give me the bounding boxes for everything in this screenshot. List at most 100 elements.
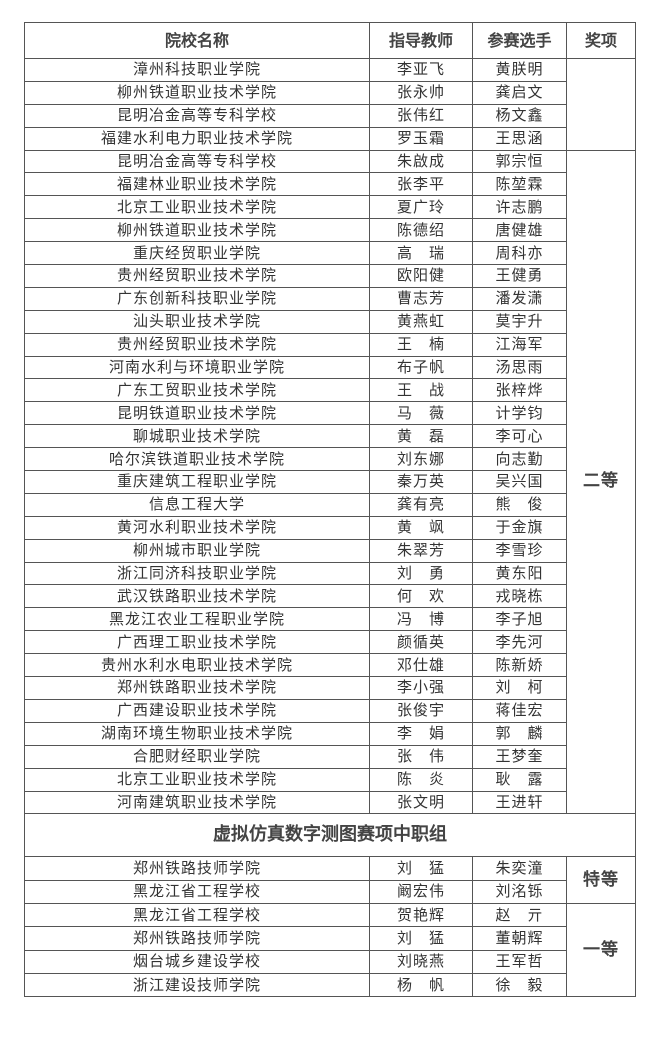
table-row: 广西理工职业技术学院 颜循英 李先河 [24,630,636,655]
table-row: 信息工程大学 龚有亮熊 俊 [24,492,636,517]
student-name: 计学钧 [472,401,567,426]
school-name: 贵州经贸职业技术学院 [24,332,370,357]
table-row: 福建水利电力职业技术学院 罗玉霜 王思涵 [24,126,636,151]
header-award: 奖项 [566,22,636,59]
table-row: 黄河水利职业技术学院黄 飒于金旗 [24,515,636,540]
student-name: 王健勇 [472,264,567,288]
school-name: 重庆建筑工程职业学院 [24,470,370,494]
teacher-name: 杨 帆 [369,972,473,998]
header-student: 参赛选手 [472,22,567,59]
student-name: 吴兴国 [472,470,567,494]
school-name: 昆明冶金高等专科学校 [24,149,370,174]
table-row: 昆明冶金高等专科学校 张伟红 杨文鑫 [24,103,636,128]
school-name: 北京工业职业技术学院 [24,195,370,220]
school-name: 汕头职业技术学院 [24,309,370,334]
teacher-name: 何 欢 [369,584,473,609]
table-row: 贵州经贸职业技术学院 欧阳健 王健勇 [24,264,636,288]
student-name: 蒋佳宏 [472,698,567,723]
table-row: 浙江建设技师学院杨 帆徐 毅 [24,972,636,998]
school-name: 黄河水利职业技术学院 [24,515,370,540]
student-name: 朱奕潼 [472,856,567,881]
teacher-name: 龚有亮 [369,492,473,517]
school-name: 广西理工职业技术学院 [24,630,370,655]
teacher-name: 陈 炎 [369,767,473,792]
teacher-name: 王 战 [369,378,473,403]
school-name: 哈尔滨铁道职业技术学院 [24,447,370,472]
school-name: 黑龙江农业工程职业学院 [24,607,370,632]
awards-table: 院校名称 指导教师 参赛选手 奖项 漳州科技职业学院 李亚飞 黄朕明 柳州铁道职业技术… [24,22,636,998]
teacher-name: 邓仕雄 [369,653,473,678]
student-name: 陈新娇 [472,653,567,678]
teacher-name: 李 娟 [369,721,473,746]
section-row: 虚拟仿真数字测图赛项中职组 [24,813,636,858]
teacher-name: 朱翠芳 [369,538,473,563]
table-row: 柳州铁道职业技术学院 陈德绍 唐健雄 [24,218,636,243]
table-row: 柳州铁道职业技术学院 张永帅 龚启文 [24,80,636,105]
student-name: 王梦奎 [472,744,567,769]
table-row: 广西建设职业技术学院 张俊宇 蒋佳宏 [24,698,636,723]
school-name: 广西建设职业技术学院 [24,698,370,723]
award-level [566,58,636,151]
student-name: 戎晓栋 [472,584,567,609]
table-row: 黑龙江省工程学校 贺艳辉赵 亓一等 [24,902,636,998]
school-name: 黑龙江省工程学校 [24,879,370,904]
table-row: 柳州城市职业学院 朱翠芳 李雪珍 [24,538,636,563]
table-row: 黑龙江省工程学校 阚宏伟 刘洺铄 [24,879,636,904]
award-level: 二等 [566,149,636,815]
student-name: 刘 柯 [472,676,567,700]
table-row: 烟台城乡建设学校 刘晓燕 王军哲 [24,949,636,974]
teacher-name: 马 薇 [369,401,473,426]
header-teacher: 指导教师 [369,22,473,59]
student-name: 江海军 [472,332,567,357]
table-row: 郑州铁路技师学院刘 猛朱奕潼 特等 [24,856,636,904]
student-name: 李可心 [472,424,567,449]
teacher-name: 阚宏伟 [369,879,473,904]
teacher-name: 夏广玲 [369,195,473,220]
student-name: 莫宇升 [472,309,567,334]
school-name: 合肥财经职业学院 [24,744,370,769]
table-row: 郑州铁路技师学院刘 猛董朝辉 [24,926,636,951]
teacher-name: 黄 磊 [369,424,473,449]
teacher-name: 冯 博 [369,607,473,632]
student-name: 黄朕明 [472,58,567,82]
award-level: 一等 [566,902,636,998]
student-name: 徐 毅 [472,972,567,998]
student-name: 熊 俊 [472,492,567,517]
student-name: 陈堃霖 [472,172,567,197]
table-row: 北京工业职业技术学院 夏广玲 许志鹏 [24,195,636,220]
teacher-name: 高 瑞 [369,241,473,266]
teacher-name: 欧阳健 [369,264,473,288]
school-name: 郑州铁路职业技术学院 [24,676,370,700]
header-school: 院校名称 [24,22,370,59]
student-name: 赵 亓 [472,902,567,928]
student-name: 潘发潇 [472,286,567,311]
teacher-name: 秦万英 [369,470,473,494]
teacher-name: 李亚飞 [369,58,473,82]
student-name: 李先河 [472,630,567,655]
table-row: 福建林业职业技术学院 张李平 陈堃霖 [24,172,636,197]
teacher-name: 刘 猛 [369,856,473,881]
teacher-name: 陈德绍 [369,218,473,243]
table-row: 广东工贸职业技术学院王 战张梓烨 [24,378,636,403]
table-row: 武汉铁路职业技术学院何 欢戎晓栋 [24,584,636,609]
student-name: 王军哲 [472,949,567,974]
teacher-name: 张伟红 [369,103,473,128]
school-name: 福建林业职业技术学院 [24,172,370,197]
school-name: 柳州铁道职业技术学院 [24,218,370,243]
school-name: 浙江建设技师学院 [24,972,370,998]
school-name: 贵州经贸职业技术学院 [24,264,370,288]
table-row: 哈尔滨铁道职业技术学院 刘东娜 向志勤 [24,447,636,472]
award-level: 特等 [566,856,636,904]
school-name: 重庆经贸职业学院 [24,241,370,266]
teacher-name: 布子帆 [369,355,473,380]
student-name: 周科亦 [472,241,567,266]
student-name: 龚启文 [472,80,567,105]
table-row: 汕头职业技术学院 黄燕虹 莫宇升 [24,309,636,334]
teacher-name: 李小强 [369,676,473,700]
teacher-name: 张文明 [369,790,473,815]
table-row: 贵州经贸职业技术学院王 楠江海军 [24,332,636,357]
teacher-name: 曹志芳 [369,286,473,311]
student-name: 王思涵 [472,126,567,151]
teacher-name: 刘晓燕 [369,949,473,974]
teacher-name: 张李平 [369,172,473,197]
